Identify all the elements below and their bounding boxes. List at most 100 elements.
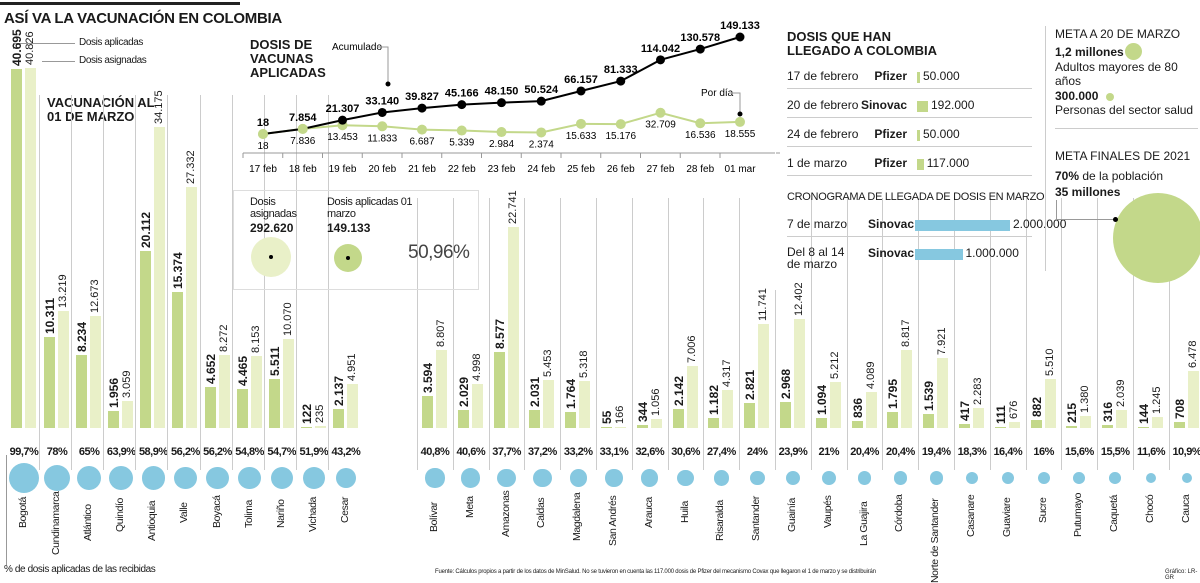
x-tick-label: 17 feb <box>249 164 277 175</box>
bar-applied <box>959 424 970 428</box>
arrival-bar <box>917 72 920 83</box>
data-label: 15.633 <box>566 131 597 142</box>
data-label: 81.333 <box>604 64 638 76</box>
department-name: Chocó <box>1144 494 1156 523</box>
department-name: Tolima <box>242 499 255 528</box>
percent-circle <box>821 471 836 485</box>
department-name: Cesar <box>338 496 351 523</box>
bar-applied <box>529 410 541 428</box>
bar-applied <box>422 396 433 428</box>
department-name: Risaralda <box>714 500 727 542</box>
label-applied: 4.652 <box>203 353 218 384</box>
bar-applied <box>1138 426 1149 428</box>
percent-circle <box>533 468 552 488</box>
department-name: Bogotá <box>17 496 29 528</box>
label-assigned: 2.039 <box>1115 379 1128 408</box>
arrivals-title: DOSIS QUE HAN LLEGADO A COLOMBIA <box>787 29 937 58</box>
column-divider <box>596 198 597 470</box>
label-applied: 1.764 <box>564 379 579 410</box>
department-name: Santander <box>750 496 763 542</box>
percent-label: 43,2% <box>331 446 361 458</box>
bar-assigned <box>650 418 662 428</box>
department-name: Sucre <box>1036 497 1049 523</box>
label-assigned: 8.807 <box>435 319 447 348</box>
label-applied: 1.094 <box>814 385 829 416</box>
bar-applied <box>457 410 469 428</box>
data-point <box>377 121 388 132</box>
percent-label: 56,2% <box>203 446 232 458</box>
department-name: Caldas <box>535 497 548 528</box>
bar-assigned <box>58 311 69 428</box>
goal-final-title: META FINALES DE 2021 <box>1055 149 1191 163</box>
x-tick-label: 23 feb <box>488 164 516 175</box>
arrival-date: Del 8 al 14 de marzo <box>787 245 845 271</box>
data-point <box>457 100 467 110</box>
arrival-date: 1 de marzo <box>787 156 848 170</box>
leader-line <box>377 46 389 84</box>
label-applied: 2.137 <box>331 376 346 407</box>
bar-assigned <box>1116 410 1128 428</box>
label-assigned: 235 <box>313 404 326 423</box>
bar-applied <box>268 379 280 428</box>
x-tick-label: 01 mar <box>724 164 756 175</box>
percent-circle <box>1037 471 1050 484</box>
percent-label: 23,9% <box>778 446 808 458</box>
bar-applied <box>887 412 899 428</box>
percent-circle <box>569 469 587 487</box>
department-name: Meta <box>463 496 476 519</box>
label-assigned: 166 <box>614 405 626 424</box>
column-divider <box>199 95 201 470</box>
department-name: Nariño <box>274 499 287 528</box>
bar-applied <box>204 386 216 428</box>
bar-assigned <box>615 426 626 428</box>
percent-applied: 50,96% <box>408 242 470 263</box>
bar-assigned <box>901 350 913 428</box>
bar-applied <box>140 250 152 428</box>
percent-circle <box>605 469 623 487</box>
percent-label: 40,6% <box>456 446 486 458</box>
goal2-value: 300.000 <box>1055 89 1099 103</box>
percent-circle <box>1145 472 1157 484</box>
goal2-circle <box>1106 93 1114 101</box>
divider <box>1055 128 1198 129</box>
goal1-circle <box>1125 43 1142 60</box>
goal-march-title: META A 20 DE MARZO <box>1055 27 1181 41</box>
legend-applied: Dosis aplicadas <box>79 37 144 48</box>
department-name: Vaupés <box>821 495 834 528</box>
bar-assigned <box>282 339 294 428</box>
label-applied: 344 <box>635 401 650 422</box>
percent-label: 65% <box>78 446 100 458</box>
column-divider <box>954 198 955 470</box>
bar-assigned <box>346 384 358 428</box>
percent-circle <box>965 471 979 485</box>
arrival-row: 7 de marzo Sinovac 2.000.000 <box>787 215 1066 237</box>
department-name: Córdoba <box>893 494 906 533</box>
bar-assigned <box>1044 379 1056 428</box>
department-name: Huila <box>678 501 691 523</box>
label-assigned: 4.317 <box>721 359 734 387</box>
percent-circle <box>109 465 134 490</box>
arrival-value: 2.000.000 <box>1013 217 1067 231</box>
page-title: ASÍ VA LA VACUNACIÓN EN COLOMBIA <box>4 10 282 27</box>
label-assigned: 7.006 <box>685 335 698 364</box>
data-point <box>497 98 506 108</box>
bar-applied <box>300 426 312 428</box>
data-point <box>615 119 626 130</box>
data-point <box>576 86 586 96</box>
label-applied: 111 <box>993 405 1008 424</box>
bar-assigned <box>186 186 198 428</box>
column-divider <box>846 198 848 470</box>
department-name: Amazonas <box>499 490 512 537</box>
data-label: 13.453 <box>327 132 358 143</box>
label-assigned: 13.219 <box>57 274 69 309</box>
percent-circle <box>461 468 481 488</box>
data-point <box>456 125 467 136</box>
vaccine-brand: Pfizer <box>874 156 907 170</box>
leader-line <box>729 92 741 114</box>
bar-assigned <box>25 68 36 428</box>
percent-circle <box>497 468 516 488</box>
data-label: 21.307 <box>326 103 360 115</box>
label-applied: 1.956 <box>107 377 122 408</box>
data-point <box>616 76 626 86</box>
data-point <box>297 123 308 134</box>
